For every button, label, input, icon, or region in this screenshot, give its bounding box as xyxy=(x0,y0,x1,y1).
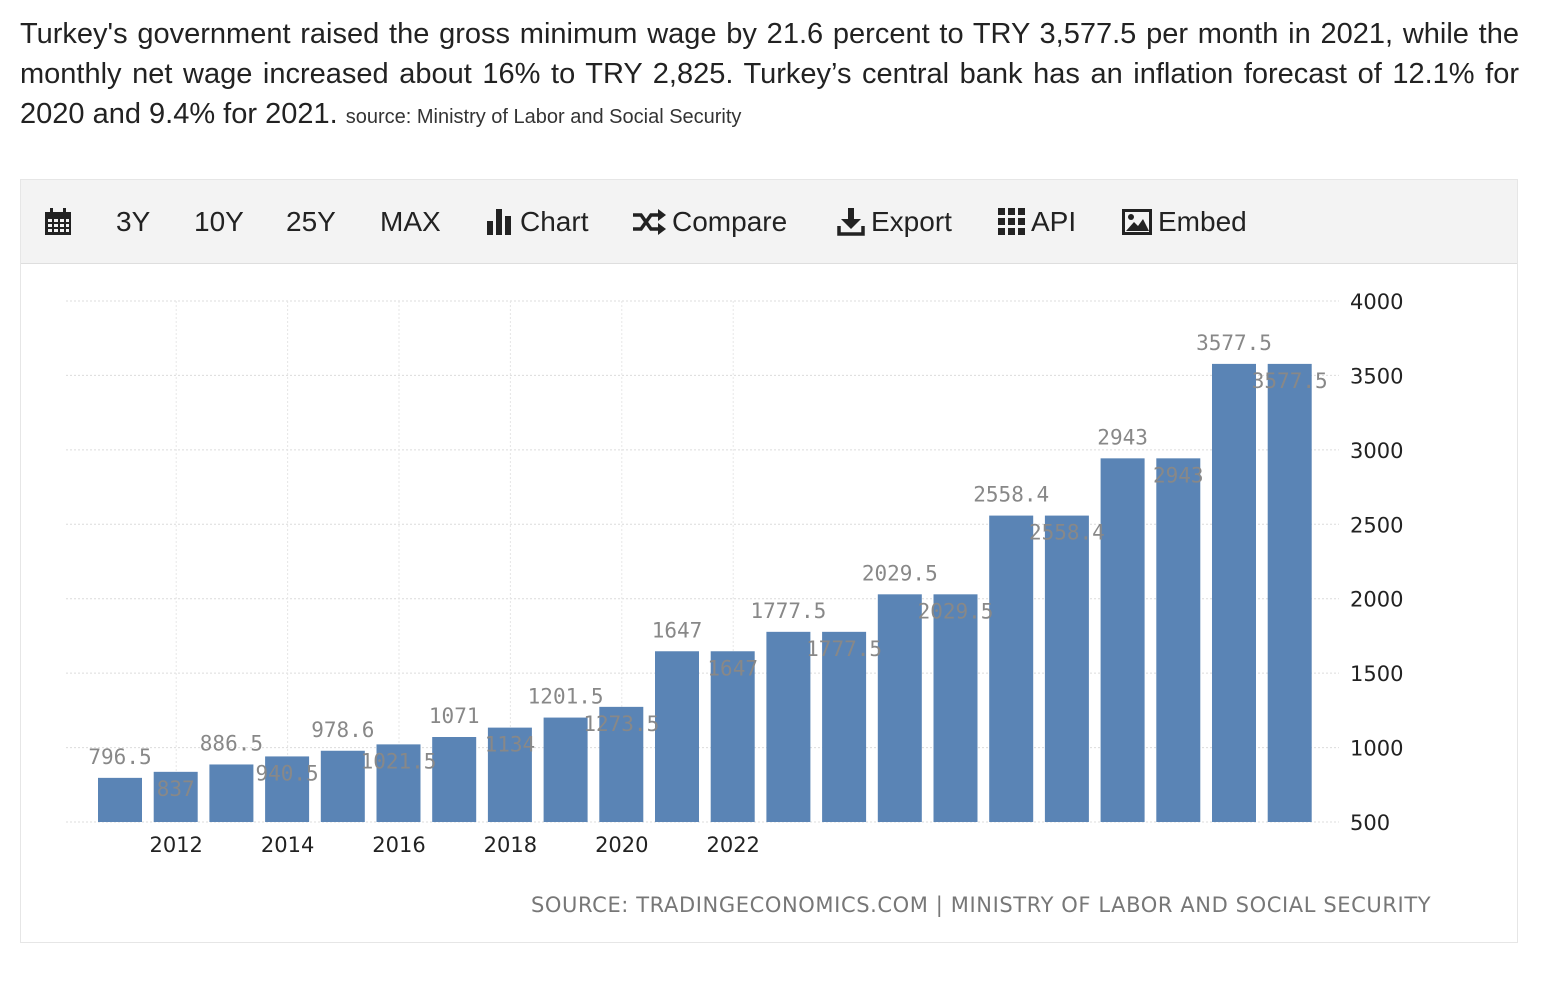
bar xyxy=(432,737,477,822)
x-tick-label: 2018 xyxy=(484,833,537,857)
embed-button[interactable]: Embed xyxy=(1122,180,1247,263)
data-label: 1647 xyxy=(707,656,758,680)
bar xyxy=(710,651,755,822)
data-label: 940.5 xyxy=(255,761,318,785)
x-axis-ticks: 2012 2014 2016 2018 2020 2022 xyxy=(149,833,759,857)
data-label: 796.5 xyxy=(88,745,151,769)
bar xyxy=(153,771,198,822)
x-tick-label: 2016 xyxy=(372,833,425,857)
data-label: 2558.4 xyxy=(973,483,1049,507)
grid-icon xyxy=(998,208,1025,235)
compare-button[interactable]: Compare xyxy=(632,180,787,263)
bar xyxy=(877,594,922,822)
bar xyxy=(1044,515,1089,822)
range-25y-button[interactable]: 25Y xyxy=(286,205,336,237)
data-label: 1777.5 xyxy=(750,599,826,623)
data-label: 3577.5 xyxy=(1252,369,1328,393)
data-label: 1021.5 xyxy=(361,749,437,773)
y-tick-label: 4000 xyxy=(1350,290,1403,314)
data-label: 1273.5 xyxy=(583,712,659,736)
y-tick-label: 3500 xyxy=(1350,364,1403,388)
bar xyxy=(1100,458,1145,822)
intro-source: source: Ministry of Labor and Social Sec… xyxy=(345,106,742,128)
data-label: 2943 xyxy=(1097,425,1148,449)
y-tick-label: 2000 xyxy=(1350,588,1403,612)
data-label: 1134 xyxy=(485,733,536,757)
image-icon xyxy=(1122,208,1152,235)
bar xyxy=(320,750,365,822)
calendar-icon xyxy=(45,207,71,235)
export-button[interactable]: Export xyxy=(837,180,952,263)
range-10y-button[interactable]: 10Y xyxy=(194,205,244,237)
range-3y-button[interactable]: 3Y xyxy=(116,205,151,237)
y-tick-label: 500 xyxy=(1350,811,1390,835)
data-label: 1201.5 xyxy=(528,685,604,709)
shuffle-icon xyxy=(633,208,666,235)
bar xyxy=(209,764,254,822)
y-tick-label: 2500 xyxy=(1350,513,1403,537)
y-tick-label: 3000 xyxy=(1350,439,1403,463)
chart-button[interactable]: Chart xyxy=(486,180,588,263)
data-label: 837 xyxy=(157,777,195,801)
bar xyxy=(1267,363,1312,822)
bar xyxy=(376,744,421,822)
api-button[interactable]: API xyxy=(998,180,1076,263)
chart-source-footer: SOURCE: TRADINGECONOMICS.COM | MINISTRY … xyxy=(531,893,1432,917)
x-tick-label: 2020 xyxy=(595,833,648,857)
download-icon xyxy=(837,207,865,236)
intro-text: Turkey's government raised the gross min… xyxy=(20,18,1519,130)
bar xyxy=(655,651,699,822)
bar xyxy=(933,594,978,822)
bar xyxy=(1156,458,1201,822)
x-tick-label: 2012 xyxy=(149,833,202,857)
data-label: 1777.5 xyxy=(806,637,882,661)
range-max-button[interactable]: MAX xyxy=(380,205,441,237)
x-tick-label: 2022 xyxy=(706,833,759,857)
data-label: 2029.5 xyxy=(918,599,994,623)
bar xyxy=(265,756,310,822)
bar xyxy=(487,727,532,822)
data-label: 978.6 xyxy=(311,718,374,742)
bar xyxy=(766,631,811,822)
y-tick-label: 1000 xyxy=(1350,737,1403,761)
x-tick-label: 2014 xyxy=(261,833,314,857)
bar xyxy=(599,706,644,822)
chart-panel: 3Y 10Y 25Y MAX Chart Compare xyxy=(20,179,1518,943)
data-label: 2558.4 xyxy=(1029,521,1105,545)
y-axis-ticks: 500 1000 1500 2000 2500 3000 3500 4000 xyxy=(1350,290,1403,835)
data-label: 3577.5 xyxy=(1196,331,1272,355)
bar-chart-icon xyxy=(487,208,511,235)
bar xyxy=(822,631,867,822)
intro-paragraph: Turkey's government raised the gross min… xyxy=(20,14,1519,137)
bar xyxy=(1212,363,1256,822)
data-label: 1071 xyxy=(429,704,480,728)
y-tick-label: 1500 xyxy=(1350,662,1403,686)
data-label: 2943 xyxy=(1153,463,1204,487)
bars xyxy=(98,363,1312,822)
data-label: 1647 xyxy=(652,618,703,642)
calendar-button[interactable] xyxy=(44,180,78,263)
chart-toolbar: 3Y 10Y 25Y MAX Chart Compare xyxy=(21,180,1517,264)
bar xyxy=(989,515,1034,822)
data-label: 2029.5 xyxy=(862,561,938,585)
bar xyxy=(543,717,588,822)
data-label: 886.5 xyxy=(200,731,263,755)
grid-lines xyxy=(66,300,1339,823)
bar xyxy=(98,777,142,822)
